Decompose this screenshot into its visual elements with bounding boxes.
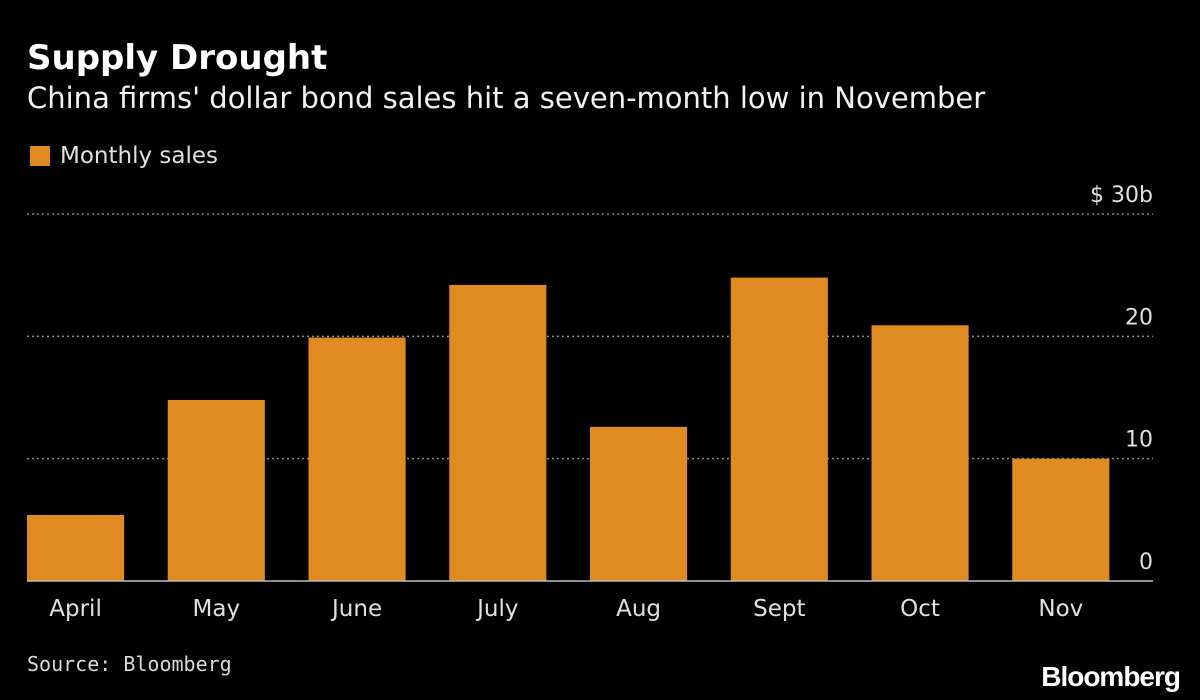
bar [871,325,969,581]
y-tick-label: 0 [1139,550,1153,575]
bar [1012,458,1110,581]
y-tick-label: $ 30b [1090,183,1153,208]
chart-title: Supply Drought [27,38,328,78]
x-tick-label: Oct [900,596,940,622]
x-tick-label: Sept [753,596,805,622]
x-tick-label: Aug [616,596,661,622]
y-tick-label: 10 [1125,428,1153,453]
x-tick-label: July [475,596,518,622]
legend-swatch [30,146,50,166]
x-tick-label: May [193,596,241,622]
bar [590,426,688,581]
bar [27,514,125,581]
bloomberg-logo: Bloomberg [1041,661,1181,692]
x-tick-label: April [49,596,102,622]
source-note: Source: Bloomberg [27,652,232,676]
bar [449,284,547,581]
legend-label: Monthly sales [60,143,219,169]
legend: Monthly sales [30,141,218,171]
bar [730,277,828,581]
y-tick-label: 20 [1125,305,1153,330]
bar [167,399,265,581]
x-tick-label: Nov [1038,596,1083,622]
bar [308,337,406,581]
x-tick-label: June [330,596,382,622]
chart-subtitle: China firms' dollar bond sales hit a sev… [27,81,986,115]
